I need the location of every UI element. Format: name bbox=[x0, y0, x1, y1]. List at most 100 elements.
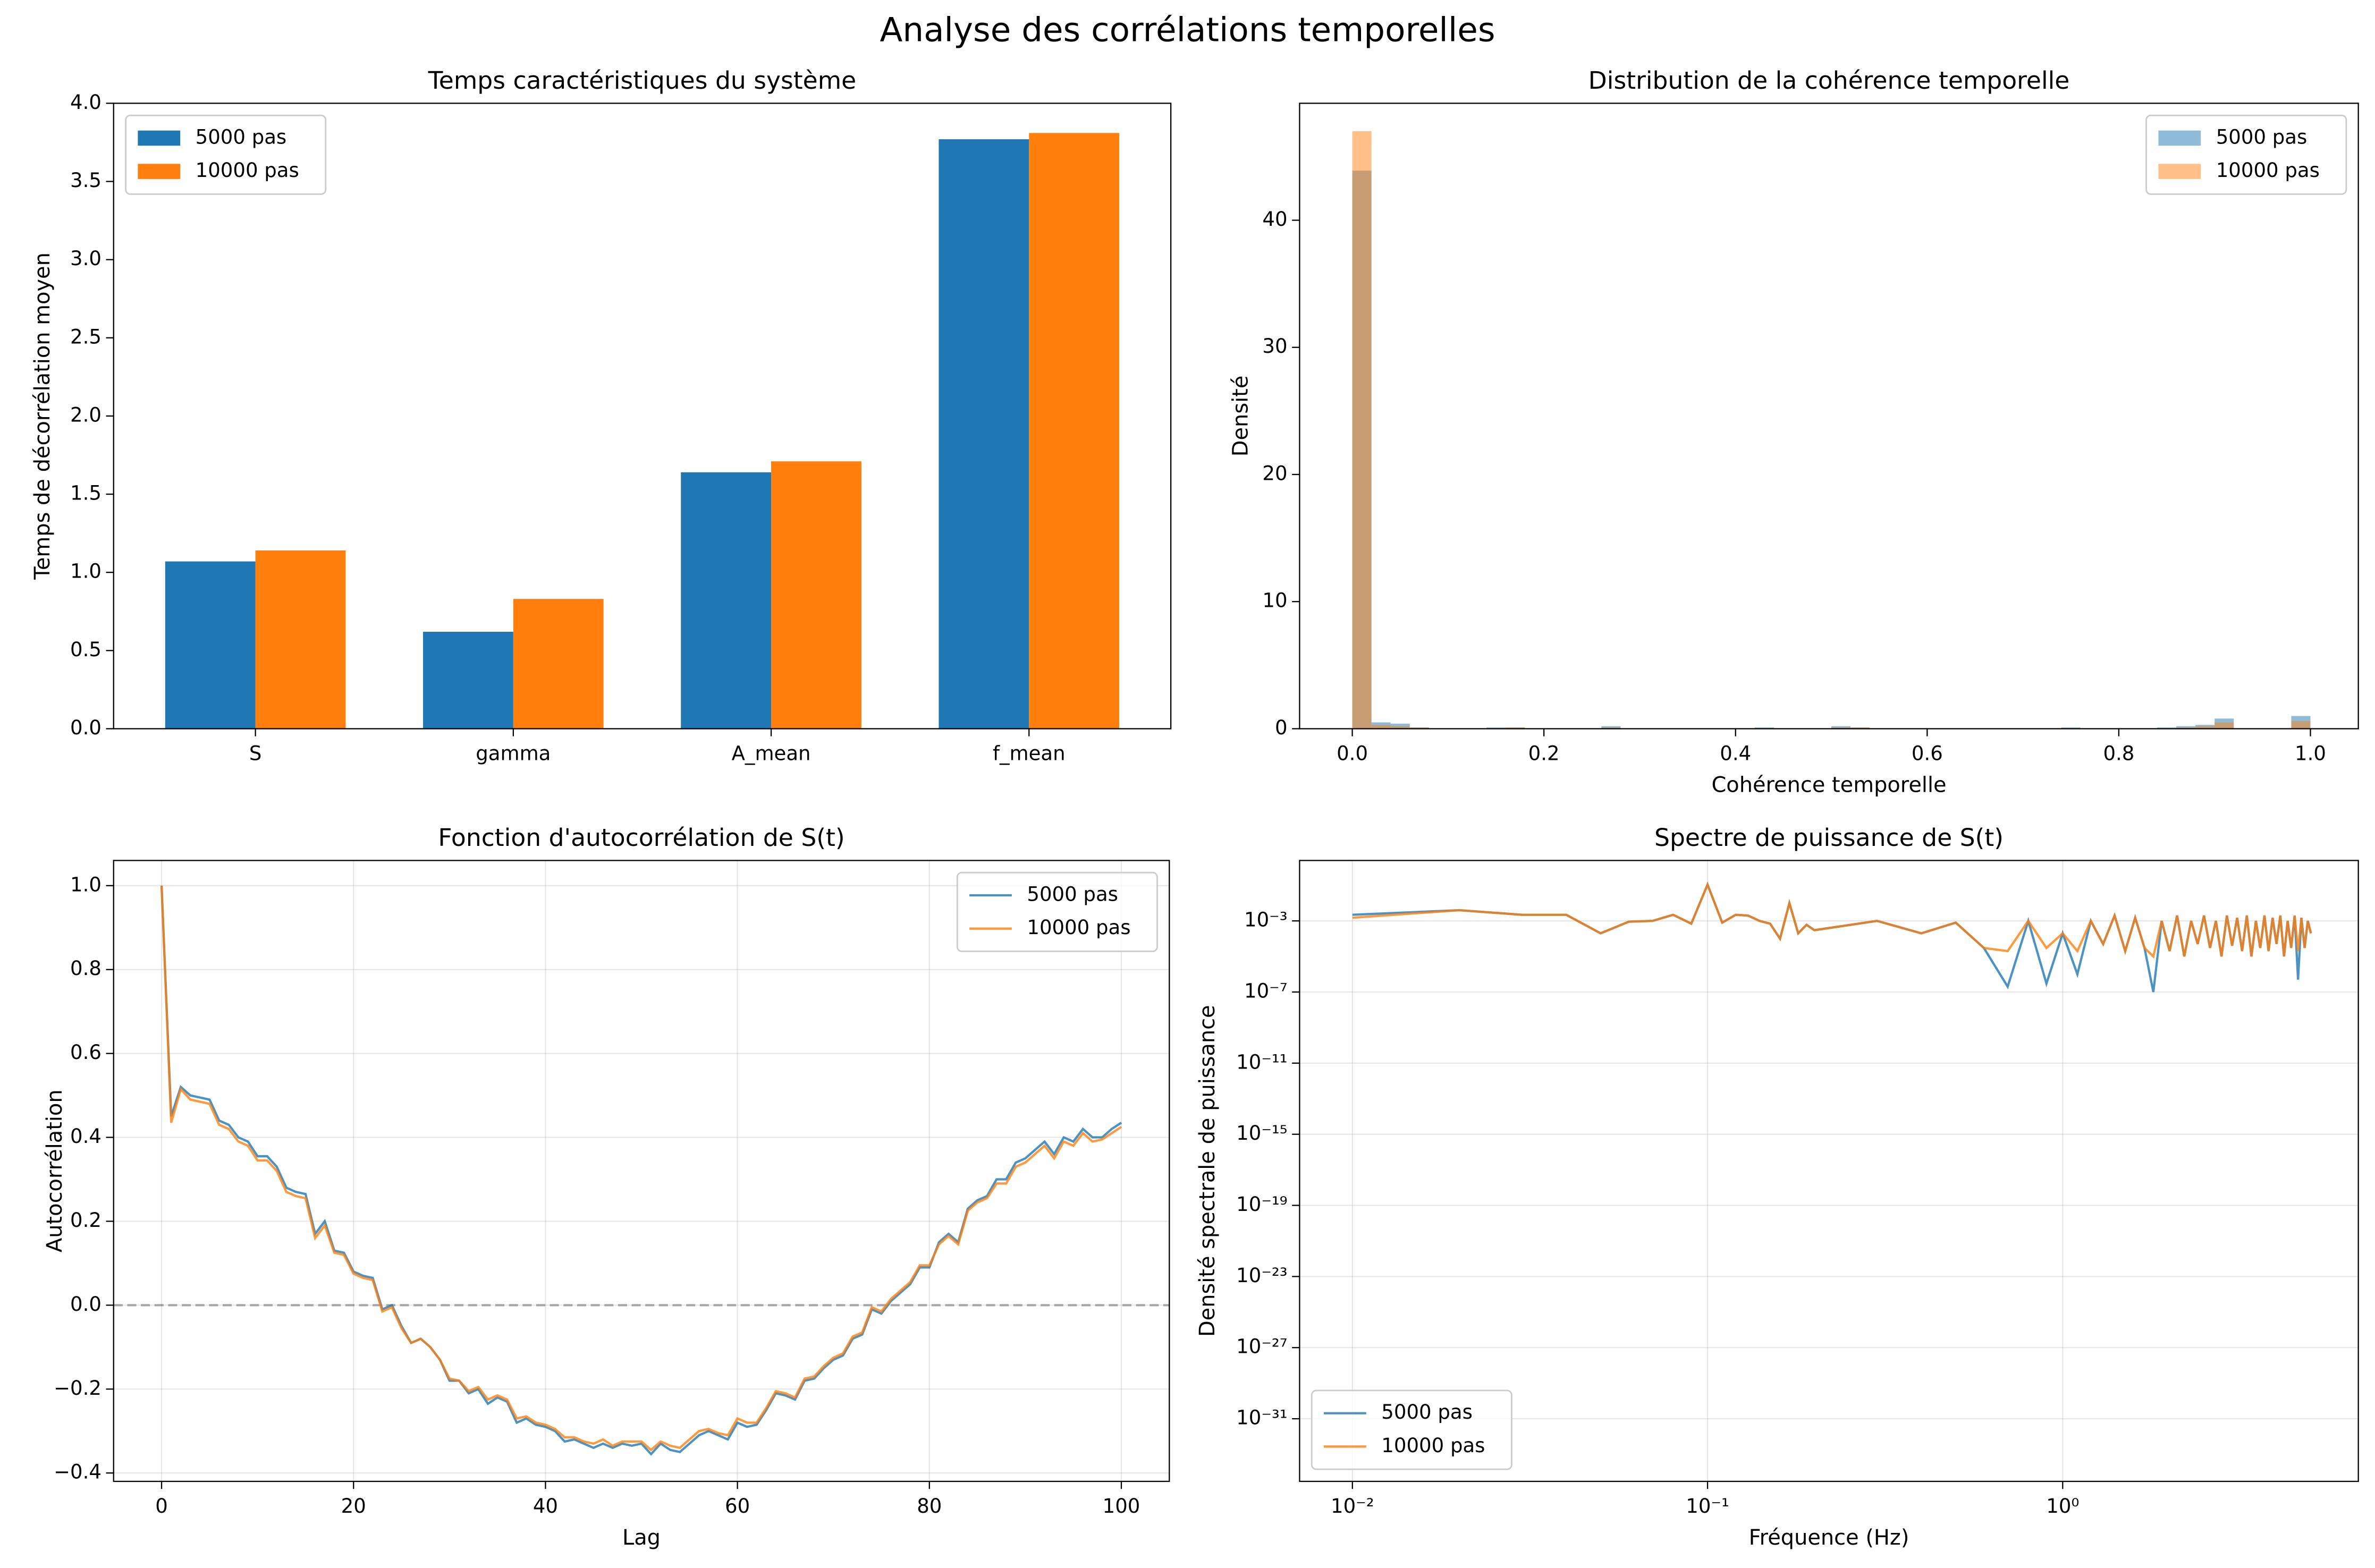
bar bbox=[939, 139, 1029, 729]
x-tick-label: 0.4 bbox=[1720, 742, 1751, 765]
chart-title: Fonction d'autocorrélation de S(t) bbox=[438, 824, 844, 852]
chart-title: Spectre de puissance de S(t) bbox=[1654, 824, 2004, 852]
legend-label: 5000 pas bbox=[2216, 125, 2308, 148]
hist-bar bbox=[1506, 727, 1525, 729]
y-tick-label: 2.5 bbox=[70, 325, 102, 348]
y-tick-label: 10⁻³ bbox=[1244, 909, 1288, 931]
bar bbox=[255, 550, 346, 729]
y-tick-label: 20 bbox=[1262, 462, 1287, 485]
hist-bar bbox=[1754, 727, 1774, 729]
x-tick-label: 40 bbox=[533, 1495, 558, 1518]
x-tick-label: gamma bbox=[476, 742, 551, 765]
x-axis-label: Cohérence temporelle bbox=[1711, 773, 1946, 797]
x-tick-label: 1.0 bbox=[2295, 742, 2326, 765]
bar bbox=[1029, 133, 1120, 729]
y-axis-label: Densité spectrale de puissance bbox=[1195, 1005, 1220, 1337]
bar bbox=[771, 461, 861, 729]
figure-title: Analyse des corrélations temporelles bbox=[880, 10, 1495, 49]
y-tick-label: 10⁻¹¹ bbox=[1236, 1050, 1287, 1073]
chart-title: Temps caractéristiques du système bbox=[428, 66, 857, 95]
x-tick-label: 10⁻² bbox=[1331, 1495, 1374, 1518]
y-tick-label: 0.0 bbox=[70, 1293, 102, 1316]
legend-swatch bbox=[138, 164, 181, 179]
hist-bar bbox=[1352, 131, 1372, 729]
legend-label: 10000 pas bbox=[196, 159, 299, 182]
plot-frame bbox=[113, 103, 1172, 730]
y-tick-label: 1.0 bbox=[70, 560, 102, 583]
panel: 0 10 20 30 40 0.0 0.2 0.4 0.6 0.8 1.0 Distribution … bbox=[1229, 66, 2359, 797]
panel: 10⁻³ 10⁻⁷ 10⁻¹¹ 10⁻¹⁵ 10⁻¹⁹ 10⁻²³ 10⁻²⁷ 10⁻³¹ 10… bbox=[1195, 824, 2359, 1550]
legend-label: 10000 pas bbox=[1027, 916, 1130, 939]
legend-label: 5000 pas bbox=[1381, 1401, 1473, 1423]
y-tick-label: 40 bbox=[1262, 208, 1287, 231]
y-tick-label: 10⁻²⁷ bbox=[1236, 1335, 1287, 1358]
y-tick-label: 0.6 bbox=[70, 1041, 102, 1064]
y-tick-label: 0.8 bbox=[70, 957, 102, 980]
y-tick-label: −0.2 bbox=[54, 1377, 102, 1400]
y-tick-label: 1.5 bbox=[70, 482, 102, 505]
x-tick-label: A_mean bbox=[732, 742, 811, 765]
y-tick-label: 0.0 bbox=[70, 716, 102, 739]
legend-box bbox=[1311, 1389, 1512, 1470]
y-axis-label: Temps de décorrélation moyen bbox=[30, 252, 55, 580]
y-tick-label: 2.0 bbox=[70, 403, 102, 426]
grid bbox=[113, 860, 1170, 1481]
y-tick-label: 0.2 bbox=[70, 1209, 102, 1232]
hist-bar bbox=[1390, 726, 1410, 729]
legend-box bbox=[956, 871, 1158, 952]
bar bbox=[165, 561, 256, 729]
grid bbox=[1299, 860, 2359, 1481]
hist-bar bbox=[1850, 727, 1870, 729]
legend-label: 10000 pas bbox=[2216, 159, 2320, 182]
hist-bar bbox=[1390, 723, 1410, 729]
y-tick-label: 0.4 bbox=[70, 1125, 102, 1148]
plot-frame bbox=[113, 860, 1170, 1482]
plot-frame bbox=[1299, 103, 2359, 730]
y-tick-label: 10⁻¹⁹ bbox=[1236, 1193, 1287, 1216]
y-axis-label: Densité bbox=[1229, 376, 1253, 457]
y-tick-label: 10⁻²³ bbox=[1236, 1264, 1287, 1287]
x-tick-label: 20 bbox=[341, 1495, 366, 1518]
bar bbox=[423, 632, 513, 729]
bar bbox=[513, 599, 604, 729]
hist-bar bbox=[2061, 727, 2081, 729]
hist-bar bbox=[1371, 725, 1391, 729]
bar bbox=[681, 472, 772, 729]
y-axis-label: Autocorrélation bbox=[43, 1089, 67, 1252]
x-tick-label: 80 bbox=[917, 1495, 942, 1518]
hist-bar bbox=[2291, 721, 2311, 729]
y-tick-label: 10 bbox=[1262, 589, 1287, 612]
y-tick-label: 0.5 bbox=[70, 638, 102, 661]
y-tick-label: −0.4 bbox=[54, 1461, 102, 1484]
y-tick-label: 10⁻¹⁵ bbox=[1236, 1122, 1287, 1145]
x-tick-label: 60 bbox=[725, 1495, 750, 1518]
x-tick-label: 100 bbox=[1103, 1495, 1140, 1518]
x-tick-label: f_mean bbox=[993, 742, 1066, 765]
legend-label: 5000 pas bbox=[196, 125, 287, 148]
chart-title: Distribution de la cohérence temporelle bbox=[1588, 66, 2070, 95]
x-tick-label: 0.8 bbox=[2103, 742, 2134, 765]
y-tick-label: 3.5 bbox=[70, 169, 102, 192]
hist-bar bbox=[1409, 727, 1429, 729]
hist-bar bbox=[1601, 727, 1621, 729]
series-line bbox=[1352, 882, 2312, 959]
hist-bar bbox=[2195, 726, 2215, 729]
x-tick-label: 0 bbox=[155, 1495, 168, 1518]
hist-bar bbox=[2176, 727, 2196, 729]
legend-label: 5000 pas bbox=[1027, 883, 1118, 905]
panel: 0.0 0.5 1.0 1.5 2.0 2.5 3.0 3.5 4.0 S gamma A_mean f… bbox=[30, 66, 1172, 765]
y-tick-label: 3.0 bbox=[70, 247, 102, 270]
x-tick-label: 0.2 bbox=[1528, 742, 1560, 765]
hist-bar bbox=[1831, 727, 1851, 729]
hist-bar bbox=[1486, 727, 1506, 729]
legend-swatch bbox=[2158, 164, 2201, 179]
x-tick-label: 10⁻¹ bbox=[1686, 1495, 1729, 1518]
panel: −0.4 −0.2 0.0 0.2 0.4 0.6 0.8 1.0 0 20 40 60 80 100 Fo… bbox=[43, 824, 1170, 1550]
y-tick-label: 10⁻³¹ bbox=[1236, 1406, 1287, 1429]
y-tick-label: 30 bbox=[1262, 335, 1287, 358]
x-tick-label: S bbox=[249, 742, 262, 765]
y-tick-label: 1.0 bbox=[70, 873, 102, 896]
legend-label: 10000 pas bbox=[1381, 1434, 1485, 1457]
